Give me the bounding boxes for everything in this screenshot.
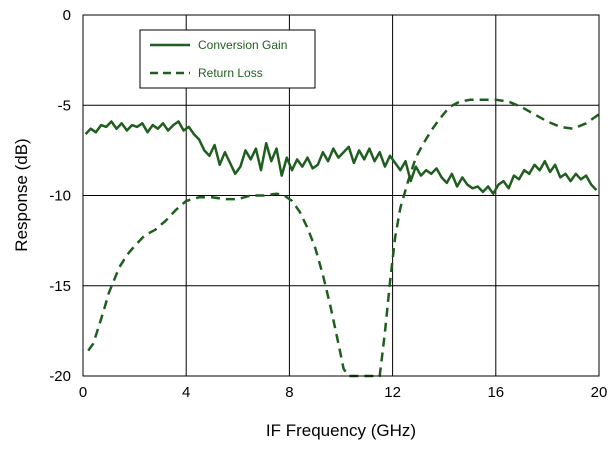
- legend: Conversion Gain Return Loss: [139, 29, 316, 89]
- series-layer: [84, 98, 600, 378]
- legend-box: [139, 29, 316, 89]
- plot-frame: [82, 14, 600, 377]
- x-tick-label: 16: [487, 384, 504, 401]
- series-line-return-loss: [87, 98, 600, 378]
- y-tick-label: -15: [49, 278, 71, 295]
- x-tick-label: 12: [384, 384, 401, 401]
- y-axis-title: Response (dB): [12, 138, 31, 251]
- x-tick-label: 0: [79, 384, 87, 401]
- legend-label-conversion-gain: Conversion Gain: [198, 38, 287, 52]
- x-tick-label: 20: [591, 384, 608, 401]
- y-tick-label: -5: [58, 97, 71, 114]
- series-line-conversion-gain: [84, 120, 598, 195]
- x-tick-label: 4: [182, 384, 190, 401]
- x-tick-label: 8: [285, 384, 293, 401]
- x-axis-title: IF Frequency (GHz): [266, 421, 416, 440]
- tick-layer: 0 4 8 12 16 20 0 -5 -10 -15 -20: [49, 7, 607, 401]
- legend-label-return-loss: Return Loss: [198, 66, 263, 80]
- y-tick-label: -10: [49, 188, 71, 205]
- y-tick-label: -20: [49, 368, 71, 385]
- y-tick-label: 0: [63, 7, 71, 24]
